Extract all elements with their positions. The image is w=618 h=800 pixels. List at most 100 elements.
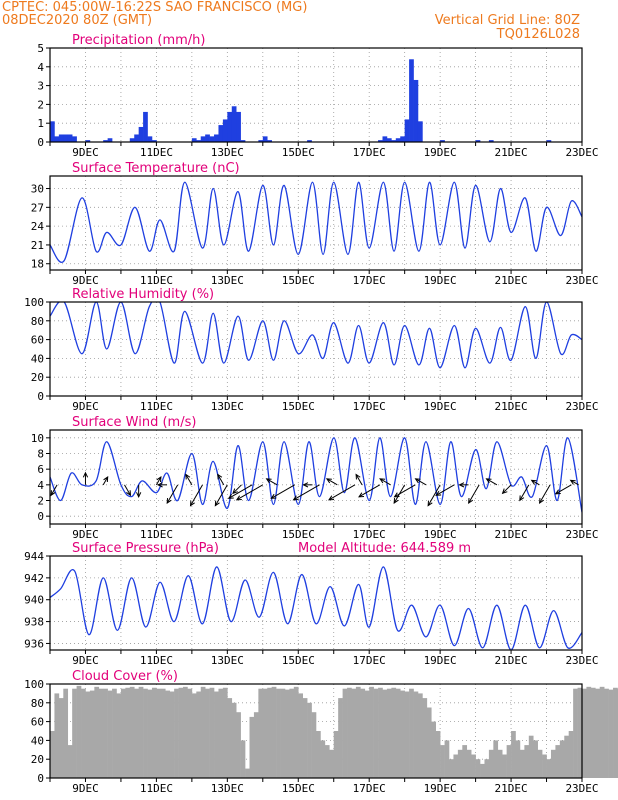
precip-bar — [307, 140, 312, 142]
cloud-bar — [262, 688, 268, 778]
precip-bar — [134, 134, 139, 142]
precip-bar — [214, 134, 219, 142]
precip-bar — [546, 140, 552, 142]
cloud-bar — [98, 688, 104, 778]
cloud-bar — [81, 688, 86, 778]
cloud-bar — [307, 702, 312, 778]
cloud-bar — [324, 745, 330, 778]
wind-arrow-shaft — [214, 484, 228, 506]
y-tick-label: 2 — [37, 98, 44, 111]
precip-title: Precipitation (mm/h) — [72, 33, 205, 48]
x-tick-label: 13DEC — [211, 654, 244, 667]
precip-bar — [475, 140, 481, 142]
cloud-bar — [599, 686, 605, 778]
cloud-bar — [453, 754, 459, 778]
wind-arrow-shaft — [236, 484, 264, 501]
x-tick-label: 19DEC — [424, 274, 457, 287]
wind-arrow-head — [379, 478, 386, 484]
x-tick-label: 9DEC — [72, 528, 99, 541]
y-tick-label: 20 — [31, 753, 44, 766]
precip-bar — [413, 79, 419, 142]
cloud-bar — [351, 688, 357, 778]
pressure-frame — [49, 555, 583, 651]
wind-arrow-shaft — [185, 474, 193, 486]
cloud-bar — [577, 687, 583, 778]
precip-bar — [222, 119, 228, 142]
x-tick-label: 21DEC — [495, 274, 528, 287]
cloud-bar — [373, 688, 379, 778]
precip-bar — [395, 138, 401, 142]
cloud-bar — [63, 688, 69, 778]
cloud-bar — [191, 693, 197, 778]
cloud-bar — [515, 740, 521, 778]
wind-arrow-head — [302, 482, 309, 488]
x-tick-label: 11DEC — [140, 528, 173, 541]
y-tick-label: 21 — [31, 239, 44, 252]
precip-bar — [67, 134, 73, 142]
wind-arrow-head — [50, 490, 56, 497]
cloud-bar — [112, 688, 117, 778]
cloud-bar — [253, 712, 259, 778]
precip-bar — [54, 136, 60, 142]
precip-bar — [200, 136, 206, 142]
y-tick-label: 3 — [37, 80, 44, 93]
cloud-bar — [293, 686, 299, 778]
wind-arrow-shaft — [468, 484, 480, 504]
x-tick-label: 19DEC — [424, 400, 457, 413]
x-tick-label: 17DEC — [353, 654, 386, 667]
wind-arrow-head — [270, 493, 277, 499]
cloud-bar — [116, 693, 122, 778]
cloud-bar — [72, 688, 77, 778]
temperature-series-line — [50, 181, 582, 263]
cloud-bar — [347, 687, 352, 778]
x-tick-label: 17DEC — [353, 146, 386, 159]
x-tick-label: 19DEC — [424, 654, 457, 667]
precip-bar — [391, 140, 397, 142]
wind-arrow-head — [393, 492, 400, 498]
cloud-bar — [165, 690, 170, 778]
header-run-date: 08DEC2020 80Z (GMT) — [2, 13, 153, 28]
cloud-bar — [58, 698, 64, 778]
precip-bar — [440, 140, 445, 142]
precip-bar — [262, 136, 268, 142]
y-tick-label: 10 — [31, 432, 44, 445]
y-tick-label: 940 — [24, 594, 44, 607]
cloud-bar — [568, 731, 574, 778]
x-tick-label: 15DEC — [282, 146, 315, 159]
cloud-bar — [400, 690, 405, 778]
precip-bar — [378, 140, 383, 142]
x-tick-label: 9DEC — [72, 146, 99, 159]
cloud-bar — [613, 687, 618, 778]
y-tick-label: 4 — [37, 61, 44, 74]
precip-bar — [218, 125, 224, 142]
wind-series-line — [50, 437, 582, 513]
wind-arrow-shaft — [427, 484, 441, 506]
wind-arrow-head — [136, 492, 142, 498]
x-tick-label: 23DEC — [565, 654, 598, 667]
cloud-bar — [218, 688, 224, 778]
precip-bar — [404, 119, 410, 142]
wind-arrow-head — [103, 476, 109, 483]
wind-arrow-head — [82, 471, 89, 478]
x-tick-label: 19DEC — [424, 528, 457, 541]
wind-arrow-shaft — [232, 484, 242, 494]
y-tick-label: 27 — [31, 201, 44, 214]
cloud-bar — [196, 691, 202, 778]
pressure-series-line — [50, 566, 582, 650]
wind-arrow-head — [227, 493, 234, 499]
y-tick-label: 0 — [37, 390, 44, 403]
cloud-bar — [280, 688, 286, 778]
x-tick-label: 13DEC — [211, 528, 244, 541]
cloud-bar — [147, 689, 153, 778]
wind-arrow-shaft — [502, 484, 512, 494]
wind-arrow-head — [530, 479, 537, 485]
cloud-bar — [187, 688, 193, 778]
cloud-bar — [205, 688, 210, 778]
x-tick-label: 23DEC — [565, 528, 598, 541]
cloud-bar — [511, 731, 516, 778]
cloud-bar — [466, 749, 472, 778]
cloud-bar — [231, 702, 237, 778]
wind-arrow-head — [232, 488, 238, 495]
y-tick-label: 2 — [37, 495, 44, 508]
y-tick-label: 1 — [37, 117, 44, 130]
